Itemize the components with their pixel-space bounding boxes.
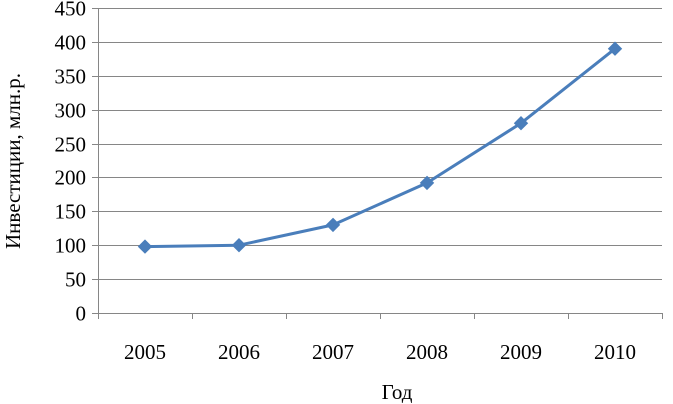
series-line (144, 47, 616, 249)
series (137, 41, 623, 254)
x-axis-title: Год (382, 380, 413, 404)
y-tick-label: 350 (55, 65, 87, 89)
y-tick-label: 450 (55, 0, 87, 21)
y-tick-label: 300 (55, 99, 87, 123)
data-point-2008 (419, 175, 435, 191)
y-tick-label: 150 (55, 200, 87, 224)
y-tick-label: 100 (55, 234, 87, 258)
x-tick-label: 2007 (312, 340, 354, 364)
y-tick-label: 50 (65, 268, 86, 292)
y-tick-label: 400 (55, 31, 87, 55)
data-point-2006 (231, 237, 247, 253)
data-point-2010 (607, 41, 623, 56)
y-axis-title: Инвестиции, млн.р. (1, 73, 25, 249)
data-point-2007 (325, 217, 341, 233)
x-tick-label: 2009 (500, 340, 542, 364)
x-tick-label: 2005 (124, 340, 166, 364)
y-tick-label: 0 (76, 302, 87, 326)
x-tick-label: 2006 (218, 340, 260, 364)
y-tick-labels: 0 50 100 150 200 250 300 350 400 450 (55, 0, 87, 326)
data-point-2005 (137, 239, 153, 254)
x-tick-label: 2010 (594, 340, 636, 364)
y-tick-label: 200 (55, 166, 87, 190)
axes (92, 8, 663, 319)
gridlines (98, 8, 662, 280)
data-point-2009 (513, 115, 529, 131)
x-tick-label: 2008 (406, 340, 448, 364)
x-tick-labels: 2005 2006 2007 2008 2009 2010 (124, 340, 636, 364)
y-tick-label: 250 (55, 133, 87, 157)
